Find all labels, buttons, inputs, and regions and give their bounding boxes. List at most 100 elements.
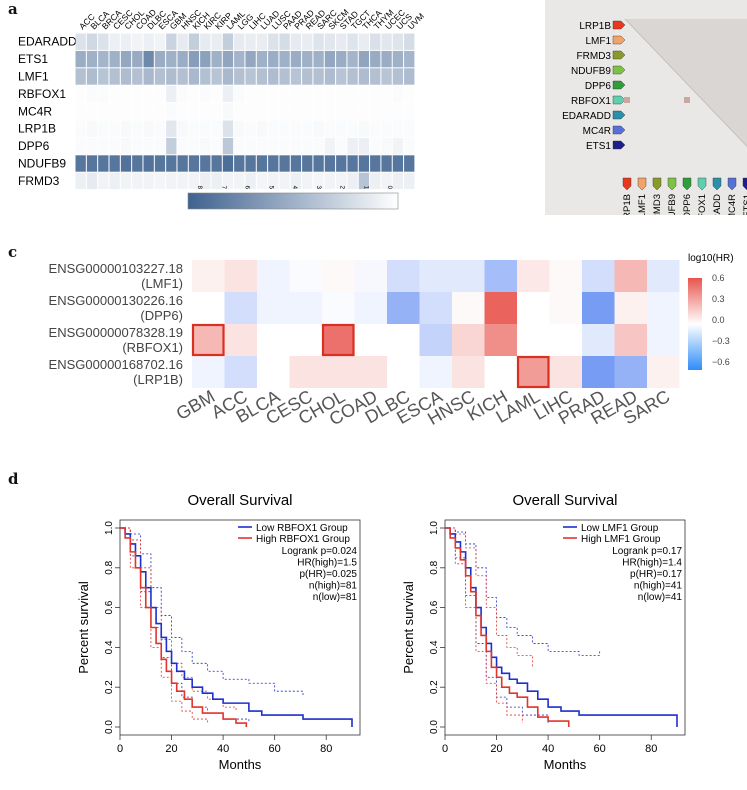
heat-cell — [86, 172, 98, 190]
heat-cell — [324, 172, 336, 190]
heat-cell — [177, 120, 188, 137]
col-gene-lrp1b: LRP1B — [622, 194, 633, 215]
heat-cell — [120, 137, 132, 155]
x-tick-label: 0 — [442, 743, 448, 755]
row-label-ndufb9: NDUFB9 — [18, 157, 66, 171]
heat-cell — [302, 103, 313, 120]
hr-cell — [517, 260, 550, 292]
heat-cell — [256, 85, 268, 103]
heat-cell — [324, 137, 336, 155]
legend-high-label: High LMF1 Group — [581, 534, 661, 545]
hr-row-gene: (RBFOX1) — [122, 340, 183, 355]
hr-cell — [452, 324, 485, 356]
colorbar-a-tick: 1 — [362, 186, 368, 190]
panel-d-survival-left: Overall Survival 0 20 40 60 80 0.0 0.2 0.4 0.6 0.8… — [76, 492, 361, 772]
x-tick-label: 80 — [645, 743, 657, 755]
hr-cell — [549, 356, 582, 388]
hr-cell — [192, 324, 225, 356]
hr-cell — [257, 292, 290, 324]
hr-cell — [192, 260, 225, 292]
survival-title: Overall Survival — [187, 492, 292, 509]
ci-high-upper — [445, 527, 534, 668]
heat-cell — [109, 137, 120, 155]
heat-cell — [177, 103, 188, 120]
heat-cell — [143, 172, 154, 190]
heat-cell — [120, 155, 132, 172]
heat-cell — [75, 68, 86, 85]
hr-row-id: ENSG00000130226.16 — [49, 293, 183, 308]
heat-cell — [200, 155, 211, 172]
heat-cell — [109, 68, 120, 85]
colorbar-a-tick: 6 — [244, 186, 250, 190]
heat-cell — [279, 68, 290, 85]
hr-cell — [484, 260, 517, 292]
heat-cell — [358, 103, 370, 120]
heat-cell — [222, 155, 234, 172]
hr-cell — [224, 260, 257, 292]
heat-cell — [143, 137, 154, 155]
heat-cell — [404, 68, 415, 85]
heat-cell — [268, 68, 279, 85]
hr-cell — [224, 356, 257, 388]
y-axis-label: Percent survival — [401, 581, 416, 674]
x-tick-label: 40 — [217, 743, 229, 755]
heat-cell — [381, 103, 392, 120]
hr-cell — [517, 292, 550, 324]
heat-cell — [245, 68, 256, 85]
col-gene-mc4r: MC4R — [727, 194, 738, 215]
heat-cell — [98, 120, 109, 137]
heat-cell — [75, 33, 86, 50]
heat-cell — [200, 120, 211, 137]
heat-cell — [347, 155, 358, 172]
hr-cell — [387, 260, 420, 292]
heat-cell — [98, 103, 109, 120]
row-label-edaradd: EDARADD — [18, 35, 77, 49]
hr-cell — [582, 292, 615, 324]
heat-cell — [392, 172, 404, 190]
heat-cell — [75, 85, 86, 103]
heat-cell — [404, 50, 415, 68]
heat-cell — [75, 137, 86, 155]
heat-cell — [404, 172, 415, 190]
heat-cell — [358, 172, 370, 190]
hr-cell — [257, 260, 290, 292]
heat-cell — [358, 50, 370, 68]
heat-cell — [268, 172, 279, 190]
heat-cell — [268, 103, 279, 120]
colorbar-a-tick: 2 — [339, 186, 345, 190]
row-gene-frmd3: FRMD3 — [577, 51, 612, 62]
row-gene-mc4r: MC4R — [583, 126, 611, 137]
hr-colorbar-tick: −0.6 — [712, 357, 730, 367]
heat-cell — [404, 33, 415, 50]
heat-cell — [154, 85, 166, 103]
heat-cell — [166, 137, 177, 155]
hr-cell — [614, 260, 647, 292]
heat-cell — [132, 68, 143, 85]
heat-cell — [143, 68, 154, 85]
y-tick-label: 1.0 — [429, 521, 440, 535]
heat-cell — [370, 33, 381, 50]
heat-cell — [120, 33, 132, 50]
heat-cell — [245, 33, 256, 50]
survival-stat: p(HR)=0.025 — [299, 569, 357, 580]
heat-cell — [279, 33, 290, 50]
heat-cell — [381, 68, 392, 85]
heat-cell — [98, 33, 109, 50]
heat-cell — [381, 50, 392, 68]
heat-cell — [370, 50, 381, 68]
heat-cell — [188, 50, 200, 68]
gene-marker-icon — [612, 65, 626, 75]
highlight-box — [321, 323, 355, 357]
x-tick-label: 80 — [320, 743, 332, 755]
heat-cell — [109, 103, 120, 120]
row-gene-lrp1b: LRP1B — [579, 21, 611, 32]
heat-cell — [143, 155, 154, 172]
colorbar-a-tick: 5 — [267, 186, 273, 190]
heat-cell — [324, 85, 336, 103]
y-tick-label: 1.0 — [104, 521, 115, 535]
heat-cell — [177, 155, 188, 172]
hr-cell — [549, 324, 582, 356]
col-gene-rbfox1: RBFOX1 — [697, 194, 708, 215]
heat-cell — [392, 50, 404, 68]
hr-cell — [647, 356, 680, 388]
